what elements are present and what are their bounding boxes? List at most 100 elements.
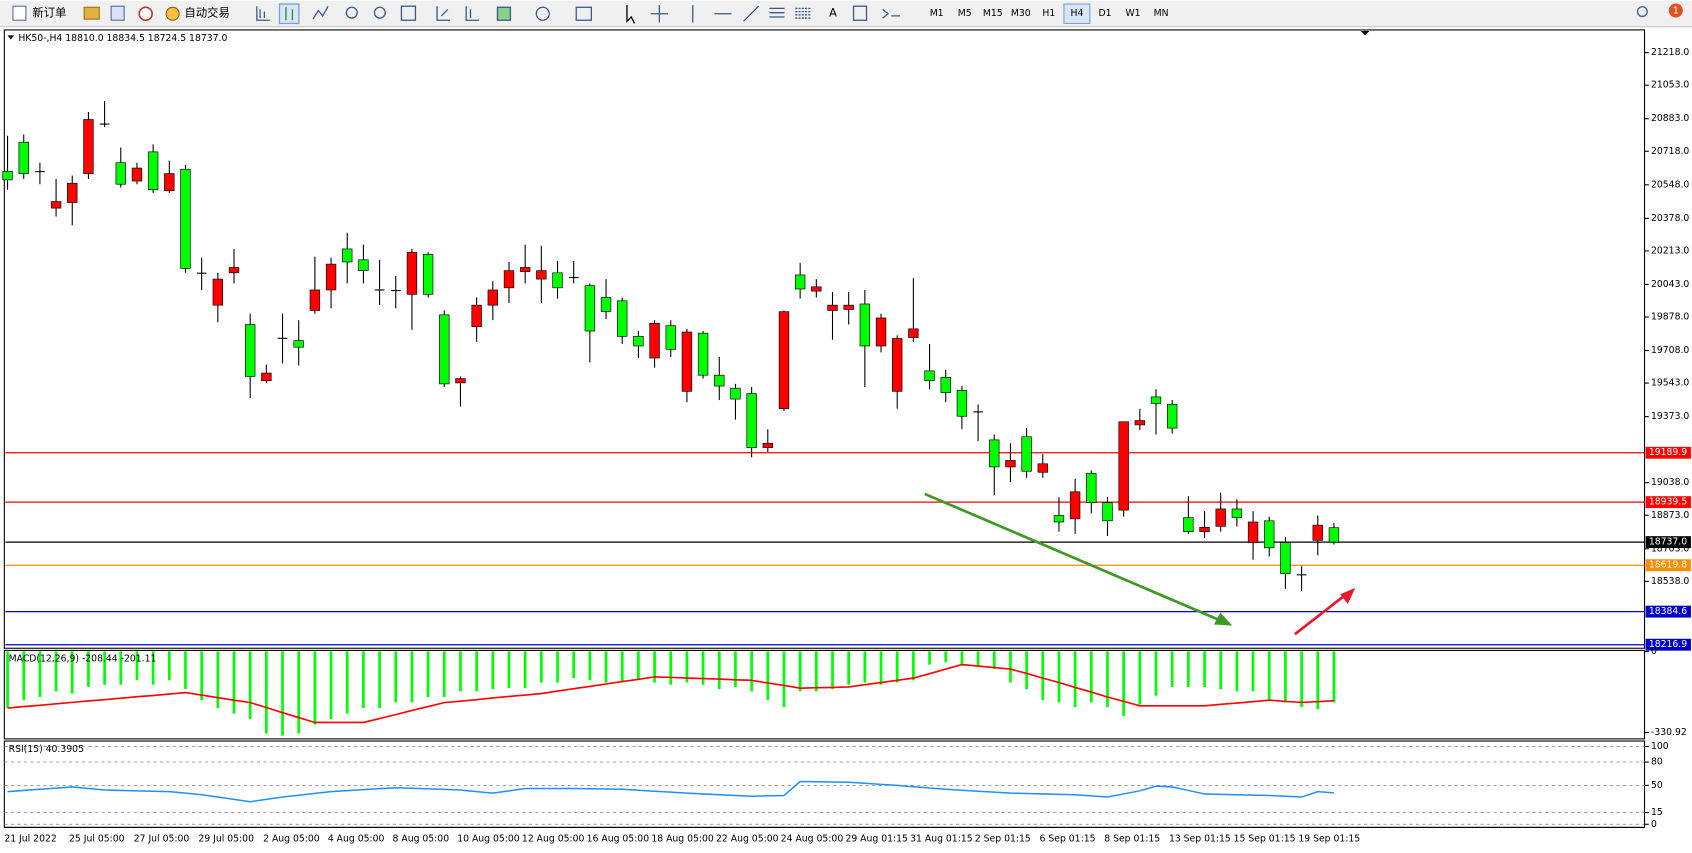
candle-body bbox=[1134, 420, 1146, 426]
arrows-icon[interactable] bbox=[882, 8, 900, 19]
label-icon[interactable] bbox=[852, 5, 868, 21]
candle-body bbox=[536, 270, 547, 280]
channel-icon[interactable] bbox=[769, 7, 785, 18]
toolbar-icon[interactable] bbox=[83, 6, 100, 20]
candle-body bbox=[584, 285, 596, 332]
toolbar-icon[interactable] bbox=[110, 5, 125, 21]
y-tick-label: 20718.0 bbox=[1651, 146, 1689, 157]
search-icon[interactable] bbox=[1636, 6, 1648, 18]
templates-icon[interactable] bbox=[575, 6, 592, 21]
indicator-title: MACD(12,26,9) -208.44 -201.11 bbox=[9, 654, 157, 665]
trendline-icon[interactable] bbox=[743, 5, 760, 22]
y-tick-label: 19708.0 bbox=[1651, 345, 1689, 356]
candle-body bbox=[908, 328, 919, 338]
x-tick-label: 2 Aug 05:00 bbox=[263, 834, 320, 845]
periods-icon[interactable] bbox=[535, 6, 550, 21]
candle-body bbox=[2, 171, 13, 181]
x-tick-label: 27 Jul 05:00 bbox=[134, 834, 190, 845]
candle-body bbox=[762, 442, 773, 448]
candle-body bbox=[956, 390, 968, 417]
arrow-head bbox=[1213, 612, 1233, 626]
timeframe-active[interactable] bbox=[1063, 3, 1091, 25]
arrow-head bbox=[1340, 587, 1356, 605]
toolbar bbox=[0, 0, 1692, 27]
notification-count: 1 bbox=[1673, 6, 1679, 17]
zoom-out-icon[interactable] bbox=[373, 6, 386, 19]
candle-body bbox=[245, 324, 256, 377]
candle-body bbox=[600, 297, 612, 312]
y-tick-label: 0 bbox=[1651, 646, 1657, 657]
timeframe-button[interactable]: M1 bbox=[930, 8, 944, 19]
candle-body bbox=[827, 304, 838, 311]
autoscroll-icon[interactable] bbox=[436, 6, 450, 21]
y-tick-label: 20378.0 bbox=[1651, 213, 1689, 224]
candle-body bbox=[1231, 508, 1243, 518]
x-tick-label: 12 Aug 05:00 bbox=[522, 834, 585, 845]
price-label-box bbox=[1645, 496, 1691, 509]
candle-body bbox=[859, 303, 871, 347]
y-tick-label: 21053.0 bbox=[1651, 80, 1689, 91]
candle-body bbox=[67, 182, 78, 203]
timeframe-button[interactable]: M5 bbox=[958, 8, 972, 19]
y-tick-label: 20548.0 bbox=[1651, 179, 1689, 190]
y-tick-label: 21218.0 bbox=[1651, 47, 1689, 58]
trend-arrow-down bbox=[924, 492, 1218, 621]
x-tick-label: 16 Aug 05:00 bbox=[587, 834, 650, 845]
candle-body bbox=[293, 340, 304, 348]
timeframe-button[interactable]: W1 bbox=[1126, 8, 1141, 19]
y-tick-label: 0 bbox=[1651, 819, 1657, 830]
price-label: 18619.8 bbox=[1649, 560, 1687, 571]
candle-icon-active[interactable] bbox=[278, 3, 300, 25]
candle-body bbox=[1005, 460, 1016, 468]
annotations bbox=[924, 492, 1356, 636]
shift-icon[interactable] bbox=[465, 6, 480, 21]
shift-marker bbox=[1360, 31, 1370, 36]
new-order-button[interactable]: 新订单 bbox=[32, 6, 66, 20]
notification-badge[interactable] bbox=[1668, 3, 1683, 18]
candle-body bbox=[147, 151, 159, 191]
toolbar-icon[interactable] bbox=[138, 6, 153, 22]
bar-chart-icon[interactable] bbox=[256, 6, 270, 21]
candle-body bbox=[1312, 524, 1323, 541]
candle-body bbox=[358, 259, 369, 271]
candle-body bbox=[924, 370, 935, 382]
fibo-icon[interactable] bbox=[795, 7, 811, 19]
new-order-icon[interactable] bbox=[12, 5, 27, 21]
y-tick-label: 20883.0 bbox=[1651, 113, 1689, 124]
y-tick-label: 18703.0 bbox=[1651, 543, 1689, 554]
candle-body bbox=[1150, 396, 1162, 404]
candle-body bbox=[665, 325, 676, 350]
indicators-icon[interactable] bbox=[496, 6, 512, 21]
timeframe-button[interactable]: M15 bbox=[983, 8, 1003, 19]
candle-body bbox=[1118, 421, 1129, 511]
y-tick-label: 19543.0 bbox=[1651, 378, 1689, 389]
candle-body bbox=[552, 272, 563, 289]
auto-trading-button[interactable]: 自动交易 bbox=[185, 6, 230, 20]
text-tool[interactable]: A bbox=[829, 6, 837, 20]
y-tick-label: 80 bbox=[1651, 757, 1663, 768]
tile-icon[interactable] bbox=[400, 5, 417, 21]
auto-trading-icon[interactable] bbox=[165, 6, 180, 21]
candle-body bbox=[1037, 463, 1048, 473]
crosshair-icon[interactable] bbox=[650, 5, 668, 23]
x-tick-label: 4 Aug 05:00 bbox=[328, 834, 385, 845]
candle-icon[interactable] bbox=[285, 7, 294, 21]
candle-body bbox=[1199, 526, 1210, 532]
candle-body bbox=[455, 378, 466, 384]
trend-arrow-up bbox=[1294, 595, 1345, 636]
x-tick-label: 29 Aug 01:15 bbox=[845, 834, 908, 845]
candle-body bbox=[439, 314, 450, 385]
timeframe-button[interactable]: H4 bbox=[1070, 8, 1083, 19]
timeframe-button[interactable]: M30 bbox=[1011, 8, 1031, 19]
timeframe-button[interactable]: H1 bbox=[1042, 8, 1055, 19]
timeframe-button[interactable]: MN bbox=[1154, 8, 1169, 19]
cursor-icon[interactable] bbox=[626, 5, 636, 24]
line-chart-icon[interactable] bbox=[312, 5, 329, 20]
candle-body bbox=[1247, 521, 1259, 543]
x-tick-label: 31 Aug 01:15 bbox=[910, 834, 973, 845]
price-label-box bbox=[1645, 536, 1691, 549]
candle-body bbox=[325, 263, 337, 291]
timeframe-button[interactable]: D1 bbox=[1098, 8, 1111, 19]
zoom-in-icon[interactable] bbox=[345, 6, 358, 19]
